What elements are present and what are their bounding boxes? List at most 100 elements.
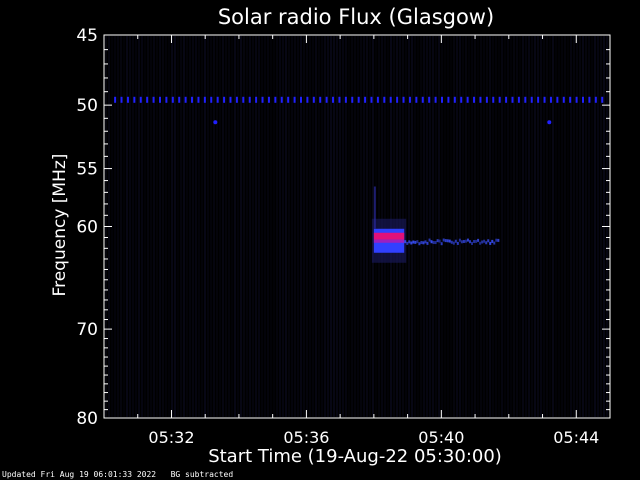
noise-streak	[345, 36, 347, 417]
interference-tick	[383, 96, 386, 103]
noise-streak	[219, 36, 221, 417]
footer-updated: Updated Fri Aug 19 06:01:33 2022	[2, 470, 157, 479]
noise-streak	[141, 36, 143, 417]
interference-tick	[126, 96, 129, 103]
tail-point	[493, 241, 496, 245]
noise-streak	[300, 36, 302, 417]
noise-streak	[267, 36, 269, 417]
noise-streak	[333, 36, 335, 417]
interference-tick	[575, 96, 578, 103]
noise-streak	[174, 36, 176, 417]
tail-point	[418, 242, 421, 246]
noise-streak	[447, 36, 449, 417]
tail-point	[434, 241, 437, 245]
tail-point	[495, 238, 498, 242]
noise-streak	[273, 36, 275, 417]
interference-tick	[543, 96, 546, 103]
noise-streak	[489, 36, 491, 417]
tail-point	[420, 240, 423, 244]
interference-tick	[299, 96, 302, 103]
tail-point	[426, 241, 429, 245]
noise-streak	[207, 36, 209, 417]
burst-precursor	[373, 186, 376, 229]
noise-streak	[144, 36, 146, 417]
interference-tick	[229, 96, 232, 103]
noise-streak	[432, 36, 434, 417]
interference-tick	[274, 96, 277, 103]
noise-streak	[567, 36, 569, 417]
interference-tick	[280, 96, 283, 103]
noise-streak	[597, 36, 599, 417]
tail-point	[483, 239, 486, 243]
noise-streak	[468, 36, 470, 417]
noise-streak	[294, 36, 296, 417]
interference-tick	[466, 96, 469, 103]
noise-streak	[114, 36, 116, 417]
noise-streak	[480, 36, 482, 417]
tail-point	[468, 240, 471, 244]
tail-point	[487, 239, 490, 243]
interference-tick	[261, 96, 264, 103]
interference-tick	[152, 96, 155, 103]
interference-tick	[267, 96, 270, 103]
burst-peak	[373, 232, 405, 240]
tail-point	[471, 241, 474, 245]
noise-streak	[351, 36, 353, 417]
interference-line	[114, 96, 604, 103]
interference-tick	[389, 96, 392, 103]
interference-tick	[338, 96, 341, 103]
footer-note: Updated Fri Aug 19 06:01:33 2022 BG subt…	[2, 470, 233, 479]
noise-streak	[234, 36, 236, 417]
noise-streak	[180, 36, 182, 417]
tail-point	[454, 239, 457, 243]
interference-tick	[473, 96, 476, 103]
noise-streak	[486, 36, 488, 417]
tail-point	[475, 239, 478, 243]
interference-tick	[146, 96, 149, 103]
noise-streak	[579, 36, 581, 417]
noise-streak	[450, 36, 452, 417]
noise-streak	[288, 36, 290, 417]
noise-streak	[537, 36, 539, 417]
noise-streak	[216, 36, 218, 417]
noise-streak	[528, 36, 530, 417]
interference-tick	[376, 96, 379, 103]
noise-streak	[453, 36, 455, 417]
tail-point	[456, 241, 459, 245]
dot-1	[213, 120, 218, 125]
noise-streak	[255, 36, 257, 417]
interference-tick	[582, 96, 585, 103]
interference-tick	[588, 96, 591, 103]
noise-streak	[492, 36, 494, 417]
noise-streak	[327, 36, 329, 417]
noise-streak	[123, 36, 125, 417]
noise-streak	[414, 36, 416, 417]
noise-streak	[156, 36, 158, 417]
noise-streak	[474, 36, 476, 417]
noise-streak	[510, 36, 512, 417]
noise-streak	[264, 36, 266, 417]
noise-streak	[438, 36, 440, 417]
tail-point	[462, 239, 465, 243]
interference-tick	[120, 96, 123, 103]
noise-streak	[312, 36, 314, 417]
noise-streak	[150, 36, 152, 417]
interference-tick	[511, 96, 514, 103]
interference-tick	[415, 96, 418, 103]
tail-point	[432, 240, 435, 244]
noise-streak	[573, 36, 575, 417]
noise-streak	[408, 36, 410, 417]
background-noise	[105, 36, 608, 417]
noise-streak	[555, 36, 557, 417]
noise-streak	[171, 36, 173, 417]
interference-tick	[492, 96, 495, 103]
interference-tick	[210, 96, 213, 103]
noise-streak	[186, 36, 188, 417]
interference-tick	[556, 96, 559, 103]
noise-streak	[126, 36, 128, 417]
noise-streak	[594, 36, 596, 417]
noise-streak	[330, 36, 332, 417]
tail-point	[440, 242, 443, 246]
tail-point	[424, 240, 427, 244]
interference-tick	[312, 96, 315, 103]
